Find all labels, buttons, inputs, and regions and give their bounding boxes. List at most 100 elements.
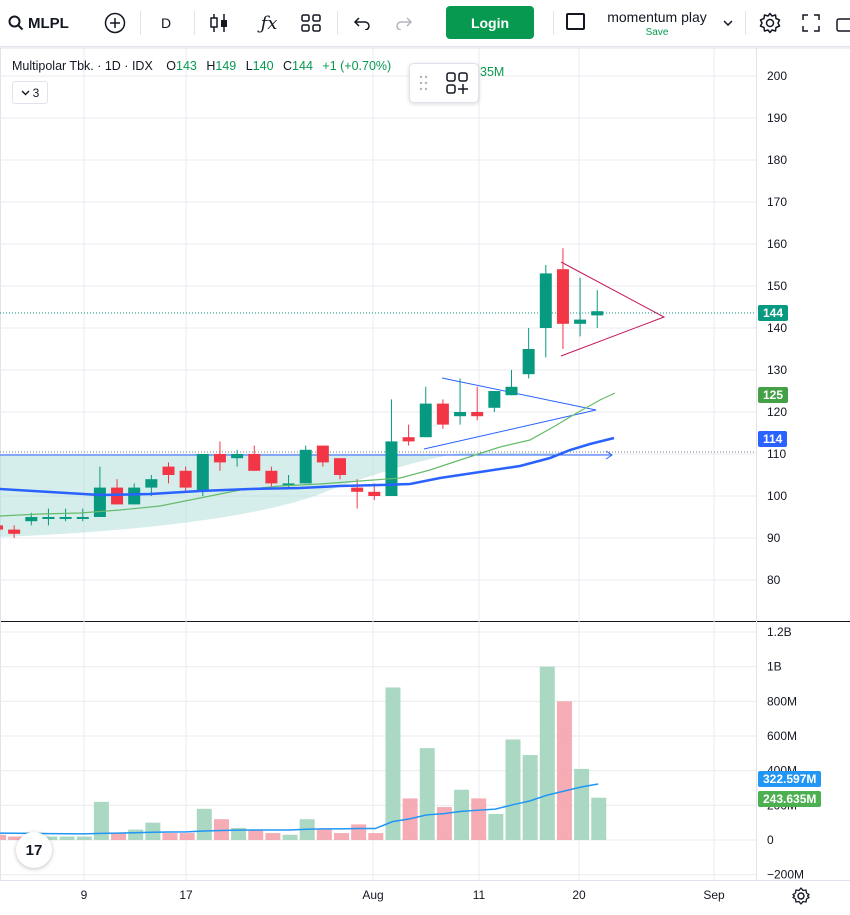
templates-button[interactable] bbox=[298, 0, 324, 46]
tradingview-logo[interactable]: 17 bbox=[16, 832, 52, 868]
legend-low: 140 bbox=[252, 59, 274, 73]
volume-moving-average bbox=[0, 783, 599, 835]
settings-button[interactable] bbox=[757, 0, 783, 46]
volume-bar bbox=[385, 687, 401, 840]
candles-icon bbox=[210, 14, 227, 32]
legend-symbol-name: Multipolar Tbk. · 1D · IDX bbox=[12, 59, 153, 73]
grid-icon bbox=[301, 14, 321, 32]
price-tick-label: 80 bbox=[767, 573, 781, 587]
volume-bar bbox=[93, 801, 109, 840]
search-icon bbox=[8, 15, 24, 31]
price-tick-label: 180 bbox=[767, 153, 787, 167]
candle-body bbox=[436, 403, 449, 425]
settings-gear-icon[interactable] bbox=[792, 887, 810, 905]
volume-bar bbox=[213, 819, 229, 840]
volume-tick-label: 1B bbox=[767, 660, 782, 674]
toolbar-separator bbox=[553, 11, 554, 35]
candle-body bbox=[265, 470, 278, 484]
volume-bar bbox=[162, 833, 178, 840]
axes-layer: 200 190 180 170 160 150 140 130 120 110 100 90 80 1.2… bbox=[767, 69, 804, 882]
gear-icon bbox=[759, 12, 781, 34]
price-tick-label: 90 bbox=[767, 531, 781, 545]
candle-body bbox=[299, 449, 312, 484]
legend-change: +1 (+0.70%) bbox=[322, 59, 392, 73]
candle-body bbox=[59, 517, 72, 519]
price-tick-label: 190 bbox=[767, 111, 787, 125]
blue-triangle-pattern bbox=[423, 377, 597, 450]
volume-tick-label: 1.2B bbox=[767, 625, 792, 639]
volume-layer bbox=[0, 666, 607, 840]
login-button[interactable]: Login bbox=[446, 6, 534, 39]
candle-body bbox=[419, 403, 432, 438]
legend-high-label: H bbox=[206, 59, 216, 73]
volume-bar bbox=[351, 824, 367, 840]
volume-bar bbox=[334, 833, 349, 840]
legend-low-label: L bbox=[245, 59, 253, 73]
candle-body bbox=[454, 412, 467, 417]
symbol-search[interactable]: MLPL bbox=[8, 0, 78, 46]
layout-menu-button[interactable] bbox=[720, 0, 736, 46]
candle-body bbox=[368, 491, 381, 496]
candle-body bbox=[556, 269, 569, 324]
volume-bar bbox=[42, 836, 58, 840]
ma-slow-badge: 114 bbox=[758, 431, 788, 447]
indicators-button[interactable]: ƒx bbox=[256, 0, 282, 46]
volume-tick-label: 800M bbox=[767, 694, 797, 708]
candle-body bbox=[162, 466, 175, 475]
interval-button[interactable]: D bbox=[160, 15, 172, 31]
candle-body bbox=[316, 445, 329, 463]
compare-button[interactable] bbox=[100, 0, 130, 46]
time-tick-label: 9 bbox=[80, 888, 88, 902]
volume-ma-badge: 322.597M bbox=[758, 771, 822, 787]
volume-bar bbox=[76, 836, 92, 840]
toolbar-separator bbox=[745, 11, 746, 35]
candle-body bbox=[111, 487, 124, 505]
candle-body bbox=[334, 458, 346, 475]
volume-bar bbox=[59, 836, 75, 840]
fullscreen-button[interactable] bbox=[799, 0, 823, 46]
price-tick-label: 120 bbox=[767, 405, 787, 419]
time-tick-label: 11 bbox=[472, 888, 486, 902]
indicators-toggle[interactable]: 3 bbox=[12, 81, 48, 104]
function-icon: ƒx bbox=[260, 12, 278, 34]
volume-bar bbox=[8, 836, 24, 840]
volume-bar bbox=[0, 834, 6, 840]
add-grid-icon[interactable] bbox=[446, 72, 468, 94]
plus-circle-icon bbox=[104, 12, 126, 34]
floating-drawing-toolbar[interactable] bbox=[409, 63, 479, 103]
price-tick-label: 170 bbox=[767, 195, 787, 209]
legend-close-label: C bbox=[283, 59, 293, 73]
toolbar-separator bbox=[140, 11, 141, 35]
price-tick-label: 110 bbox=[767, 447, 786, 461]
undo-button[interactable] bbox=[350, 0, 374, 46]
volume-tick-label: 600M bbox=[767, 729, 797, 743]
redo-icon bbox=[396, 17, 413, 30]
candle-body bbox=[282, 483, 295, 486]
volume-bar bbox=[471, 798, 487, 840]
candle-body bbox=[76, 517, 89, 519]
candle-body bbox=[213, 454, 226, 463]
undo-icon bbox=[353, 17, 370, 30]
price-tick-label: 140 bbox=[767, 321, 787, 335]
candle-body bbox=[471, 412, 484, 417]
fullscreen-icon bbox=[802, 14, 820, 32]
volume-bar bbox=[128, 829, 144, 840]
drag-handle-icon[interactable] bbox=[419, 74, 429, 92]
layout-save-status[interactable]: Save bbox=[645, 27, 669, 38]
time-tick-label: Aug bbox=[362, 888, 384, 902]
candle-body bbox=[351, 487, 364, 492]
legend-open-label: O bbox=[166, 59, 176, 73]
camera-button[interactable] bbox=[836, 0, 850, 46]
layout-icon[interactable] bbox=[566, 13, 585, 30]
ray-arrow bbox=[605, 450, 613, 460]
layout-name[interactable]: momentum play bbox=[607, 9, 707, 25]
toolbar-separator bbox=[194, 11, 195, 35]
candle-body bbox=[93, 487, 106, 517]
chart-type-button[interactable] bbox=[206, 0, 232, 46]
chart-grid bbox=[0, 47, 850, 881]
candle-body bbox=[196, 454, 209, 492]
camera-icon bbox=[836, 18, 850, 32]
redo-button[interactable] bbox=[392, 0, 416, 46]
moving-average-band bbox=[0, 453, 560, 537]
